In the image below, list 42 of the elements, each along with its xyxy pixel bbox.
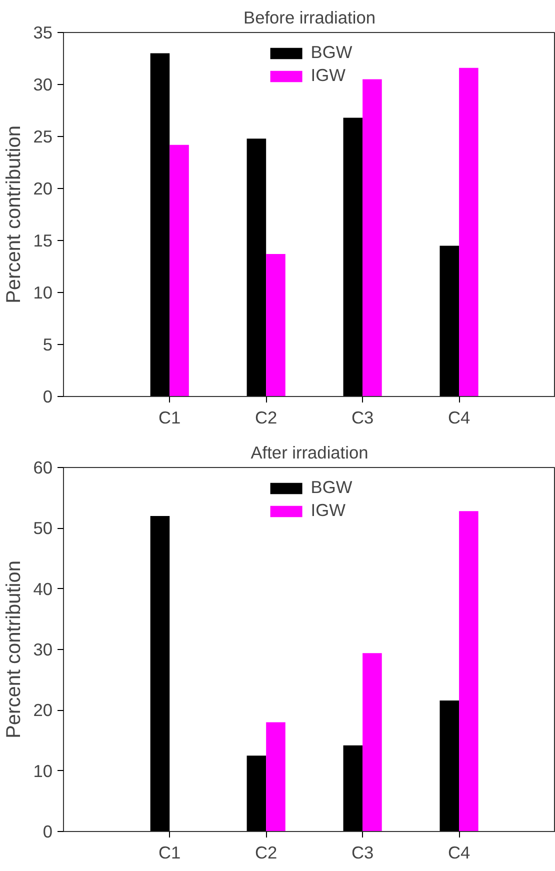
bar [266, 722, 286, 832]
x-tick-label: C3 [351, 842, 374, 862]
bar [440, 700, 460, 832]
y-axis-title: Percent contribution [3, 560, 26, 738]
y-tick-label: 40 [33, 578, 53, 599]
y-tick-label: 20 [33, 178, 53, 198]
legend-label: IGW [310, 65, 346, 86]
legend-label: BGW [310, 477, 352, 498]
y-tick-label: 0 [42, 386, 53, 406]
y-tick-label: 35 [33, 22, 53, 42]
chart-title: After irradiation [250, 442, 368, 462]
bar [246, 756, 266, 832]
y-tick-label: 30 [33, 74, 53, 94]
bar [459, 511, 478, 832]
y-tick-label: 10 [33, 760, 53, 781]
y-tick-label: 50 [33, 518, 53, 538]
bar [362, 653, 382, 832]
x-tick-label: C1 [158, 408, 181, 428]
bar [266, 254, 286, 396]
y-tick-label: 15 [33, 230, 53, 250]
x-tick-label: C4 [448, 842, 470, 862]
x-tick-label: C1 [158, 842, 181, 862]
chart-title: Before irradiation [244, 8, 376, 28]
x-tick-label: C2 [255, 842, 278, 862]
bar [362, 79, 382, 396]
legend-label: BGW [310, 42, 352, 63]
y-tick-label: 60 [33, 458, 53, 478]
y-tick-label: 5 [42, 334, 53, 354]
bar [440, 246, 460, 396]
x-tick-label: C3 [351, 408, 374, 428]
y-tick-label: 0 [42, 822, 53, 842]
y-tick-label: 25 [33, 126, 53, 146]
y-axis-title: Percent contribution [3, 126, 26, 304]
y-tick-label: 30 [33, 640, 53, 660]
x-tick-label: C2 [255, 408, 278, 428]
y-tick-label: 10 [33, 282, 53, 302]
legend-label: IGW [310, 500, 346, 521]
x-tick-label: C4 [448, 408, 470, 428]
bar [246, 138, 266, 396]
y-tick-label: 20 [33, 700, 53, 720]
bar [170, 144, 189, 396]
bar [459, 68, 478, 396]
